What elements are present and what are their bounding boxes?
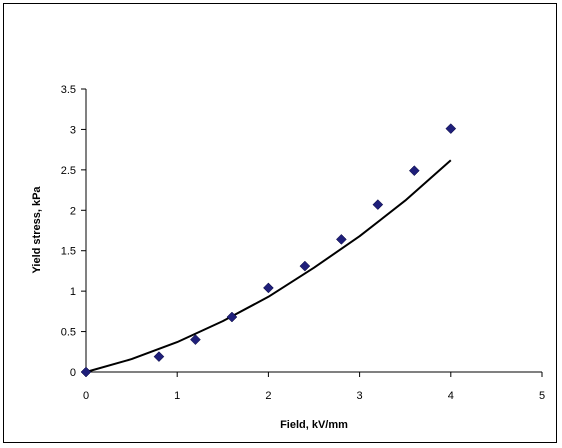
y-tick-label: 3: [70, 124, 76, 136]
x-tick-label: 2: [265, 390, 271, 402]
y-ticks: 0 0.5 1 1.5 2 2.5 3 3.5: [61, 84, 86, 379]
data-point: [445, 123, 457, 134]
data-point: [372, 199, 384, 210]
y-tick-label: 1: [70, 286, 76, 298]
x-tick-label: 3: [357, 390, 363, 402]
fit-curve: [85, 159, 452, 373]
x-ticks: 0 1 2 3 4 5: [83, 372, 545, 402]
data-point: [263, 282, 274, 294]
x-tick-label: 0: [83, 390, 89, 402]
y-axis-label: Yield stress, kPa: [31, 186, 43, 274]
fit-curve-layer: [85, 159, 452, 373]
data-point: [153, 351, 165, 362]
data-point: [408, 165, 420, 177]
data-point: [336, 234, 347, 245]
data-point: [226, 311, 238, 323]
y-tick-label: 0.5: [61, 327, 76, 339]
axes: [85, 89, 542, 373]
x-tick-label: 1: [174, 390, 180, 402]
data-point: [190, 334, 201, 346]
y-tick-label: 3.5: [61, 84, 76, 96]
y-tick-label: 2.5: [61, 165, 76, 177]
x-tick-label: 5: [539, 390, 545, 402]
data-point: [299, 260, 311, 272]
x-tick-label: 4: [448, 390, 454, 402]
y-tick-label: 1.5: [61, 246, 76, 258]
x-axis-label: Field, kV/mm: [280, 419, 348, 431]
y-tick-label: 0: [70, 367, 76, 379]
data-points: [80, 123, 457, 378]
data-point: [80, 366, 92, 378]
y-tick-label: 2: [70, 205, 76, 217]
